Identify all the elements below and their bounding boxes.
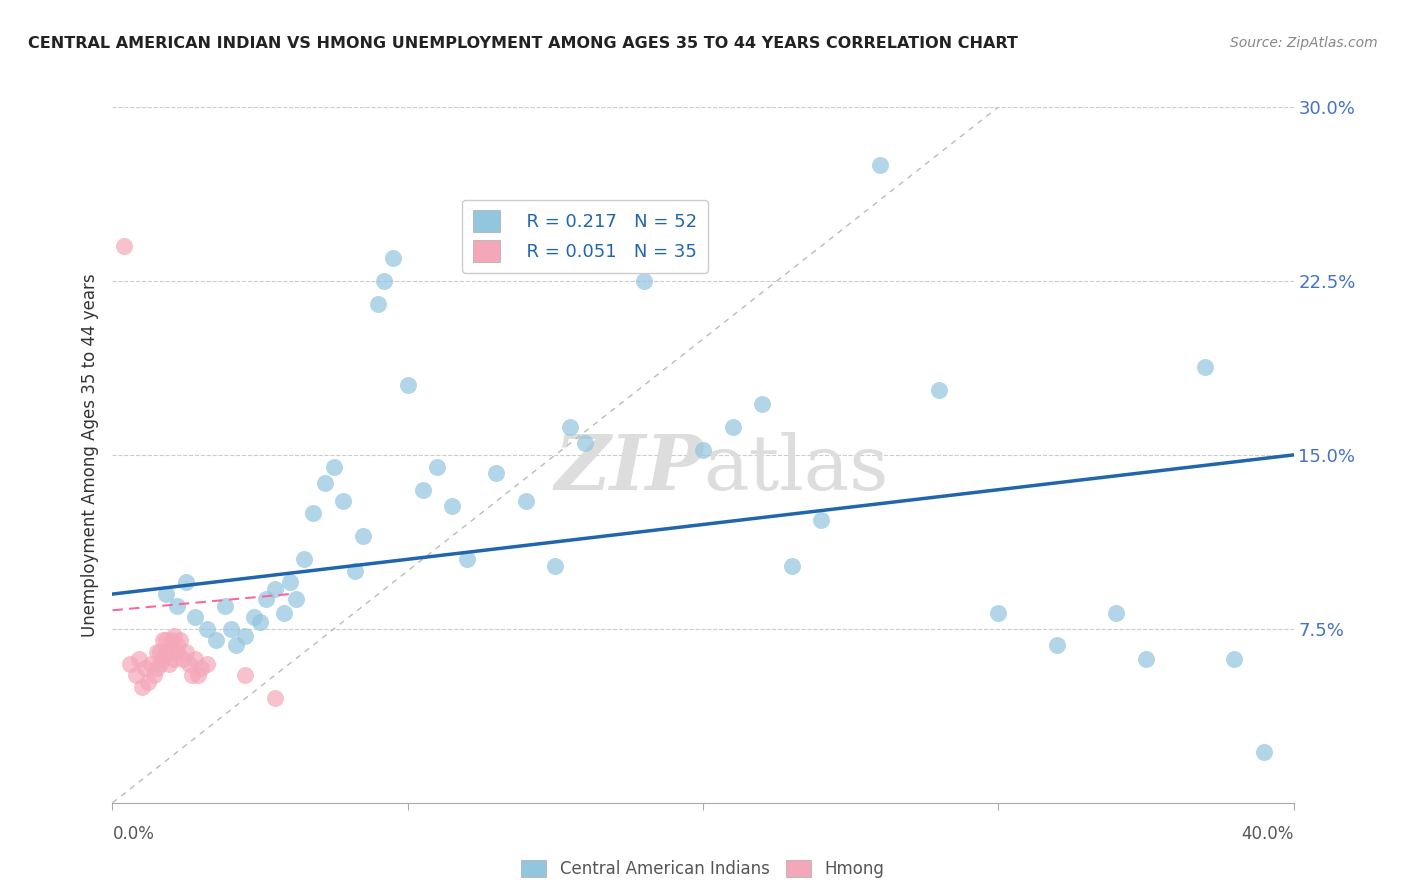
Point xyxy=(243,610,266,624)
Point xyxy=(751,397,773,411)
Text: 40.0%: 40.0% xyxy=(1241,825,1294,843)
Point xyxy=(152,652,174,666)
Point xyxy=(166,638,188,652)
Point xyxy=(225,638,247,652)
Legend: Central American Indians, Hmong: Central American Indians, Hmong xyxy=(515,854,891,885)
Point xyxy=(292,552,315,566)
Point xyxy=(128,652,150,666)
Point xyxy=(780,559,803,574)
Point xyxy=(184,610,207,624)
Point xyxy=(174,575,197,590)
Point xyxy=(166,645,188,659)
Point xyxy=(314,475,336,490)
Point xyxy=(352,529,374,543)
Point xyxy=(373,274,395,288)
Point xyxy=(1105,606,1128,620)
Point xyxy=(1194,359,1216,374)
Point xyxy=(869,158,891,172)
Point xyxy=(149,645,172,659)
Point xyxy=(172,652,194,666)
Text: atlas: atlas xyxy=(703,432,889,506)
Point xyxy=(149,657,172,671)
Point xyxy=(284,591,307,606)
Point xyxy=(426,459,449,474)
Point xyxy=(396,378,419,392)
Point xyxy=(558,420,582,434)
Point xyxy=(163,629,186,643)
Text: Source: ZipAtlas.com: Source: ZipAtlas.com xyxy=(1230,36,1378,50)
Point xyxy=(120,657,142,671)
Point xyxy=(195,657,218,671)
Point xyxy=(515,494,537,508)
Point xyxy=(184,652,207,666)
Point xyxy=(152,633,174,648)
Point xyxy=(441,499,464,513)
Point xyxy=(179,657,201,671)
Point xyxy=(254,591,277,606)
Point xyxy=(160,645,183,659)
Point xyxy=(574,436,596,450)
Point xyxy=(219,622,242,636)
Point xyxy=(155,645,177,659)
Point xyxy=(928,383,950,397)
Point xyxy=(278,575,301,590)
Point xyxy=(187,668,209,682)
Point xyxy=(157,657,180,671)
Point xyxy=(1253,745,1275,759)
Point xyxy=(174,645,197,659)
Text: CENTRAL AMERICAN INDIAN VS HMONG UNEMPLOYMENT AMONG AGES 35 TO 44 YEARS CORRELAT: CENTRAL AMERICAN INDIAN VS HMONG UNEMPLO… xyxy=(28,36,1018,51)
Point xyxy=(692,443,714,458)
Point xyxy=(1223,652,1246,666)
Point xyxy=(810,513,832,527)
Point xyxy=(155,587,177,601)
Point xyxy=(125,668,148,682)
Point xyxy=(249,615,271,629)
Point xyxy=(367,297,389,311)
Point xyxy=(485,467,508,481)
Point xyxy=(1046,638,1069,652)
Point xyxy=(160,633,183,648)
Point xyxy=(233,629,256,643)
Point xyxy=(142,668,165,682)
Point xyxy=(302,506,325,520)
Point xyxy=(155,633,177,648)
Point xyxy=(633,274,655,288)
Point xyxy=(456,552,478,566)
Point xyxy=(214,599,236,613)
Point xyxy=(411,483,433,497)
Point xyxy=(323,459,346,474)
Point xyxy=(169,633,191,648)
Point xyxy=(112,239,135,253)
Point xyxy=(139,657,162,671)
Y-axis label: Unemployment Among Ages 35 to 44 years: Unemployment Among Ages 35 to 44 years xyxy=(80,273,98,637)
Point xyxy=(343,564,366,578)
Point xyxy=(195,622,218,636)
Point xyxy=(233,668,256,682)
Point xyxy=(146,661,169,675)
Point xyxy=(181,668,204,682)
Point xyxy=(131,680,153,694)
Point xyxy=(1135,652,1157,666)
Point xyxy=(205,633,228,648)
Point xyxy=(987,606,1010,620)
Point xyxy=(273,606,295,620)
Point xyxy=(163,652,186,666)
Text: ZIP: ZIP xyxy=(554,432,703,506)
Point xyxy=(332,494,354,508)
Point xyxy=(382,251,405,265)
Point xyxy=(544,559,567,574)
Point xyxy=(166,599,188,613)
Point xyxy=(146,645,169,659)
Point xyxy=(136,675,159,690)
Point xyxy=(264,582,287,597)
Point xyxy=(190,661,212,675)
Point xyxy=(264,691,287,706)
Text: 0.0%: 0.0% xyxy=(112,825,155,843)
Point xyxy=(721,420,744,434)
Point xyxy=(134,661,156,675)
